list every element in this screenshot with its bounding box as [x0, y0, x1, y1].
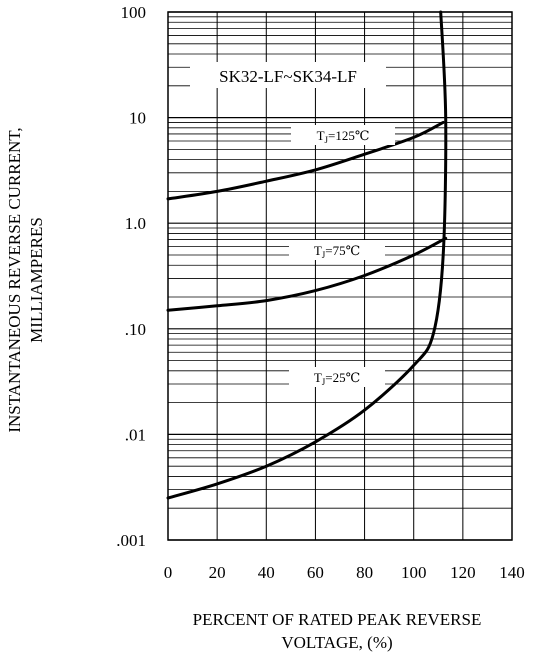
- series-label-main: T: [314, 243, 322, 258]
- y-tick-labels: 100 10 1.0 .10 .01 .001: [116, 3, 146, 550]
- series-label-text: TJ=75℃: [314, 243, 360, 260]
- series-label-2: TJ=25℃: [289, 367, 385, 387]
- y-axis-title: INSTANTANEOUS REVERSE CURRENT, MILLIAMPE…: [5, 127, 46, 432]
- x-axis-title: PERCENT OF RATED PEAK REVERSE VOLTAGE, (…: [193, 610, 482, 652]
- series-curves: [166, 10, 448, 500]
- plot-frame: [167, 11, 513, 541]
- x-tick-label: 60: [307, 563, 324, 582]
- x-tick-label: 100: [401, 563, 427, 582]
- series-labels: TJ=125℃TJ=75℃TJ=25℃: [289, 125, 395, 387]
- y-tick-label: .01: [125, 425, 146, 444]
- y-tick-label: 1.0: [125, 214, 146, 233]
- series-label-bg: [289, 240, 385, 260]
- x-tick-label: 40: [258, 563, 275, 582]
- series-label-main: T: [314, 370, 322, 385]
- x-tick-label: 120: [450, 563, 476, 582]
- y-tick-label: 10: [129, 109, 146, 128]
- x-tick-label: 80: [356, 563, 373, 582]
- x-tick-labels: 0 20 40 60 80 100 120 140: [164, 563, 525, 582]
- series-label-text: TJ=125℃: [317, 128, 370, 145]
- y-axis-title-line-1: INSTANTANEOUS REVERSE CURRENT,: [5, 127, 24, 432]
- series-label-sub: J: [322, 377, 326, 387]
- series-label-rest: =25℃: [325, 370, 360, 385]
- y-axis-title-line-2: MILLIAMPERES: [27, 217, 46, 343]
- series-label-bg: [289, 367, 385, 387]
- series-label-text: TJ=25℃: [314, 370, 360, 387]
- series-curve-1: [166, 236, 448, 312]
- grid: [167, 11, 513, 541]
- series-label-0: TJ=125℃: [291, 125, 395, 145]
- y-tick-label: 100: [121, 3, 147, 22]
- x-tick-label: 0: [164, 563, 173, 582]
- series-label-1: TJ=75℃: [289, 240, 385, 260]
- y-tick-label: .001: [116, 531, 146, 550]
- x-tick-label: 20: [209, 563, 226, 582]
- series-curve-0: [166, 120, 445, 201]
- series-label-rest: =75℃: [325, 243, 360, 258]
- series-curve-2: [166, 10, 448, 500]
- series-label-main: T: [317, 128, 325, 143]
- series-label-rest: =125℃: [328, 128, 369, 143]
- title-box: SK32-LF~SK34-LF: [190, 62, 386, 88]
- series-label-bg: [291, 125, 395, 145]
- y-tick-label: .10: [125, 320, 146, 339]
- x-tick-label: 140: [499, 563, 525, 582]
- series-label-sub: J: [322, 250, 326, 260]
- chart-title: SK32-LF~SK34-LF: [219, 67, 357, 86]
- series-label-sub: J: [325, 135, 329, 145]
- x-axis-title-line-1: PERCENT OF RATED PEAK REVERSE: [193, 610, 482, 629]
- x-axis-title-line-2: VOLTAGE, (%): [281, 633, 392, 652]
